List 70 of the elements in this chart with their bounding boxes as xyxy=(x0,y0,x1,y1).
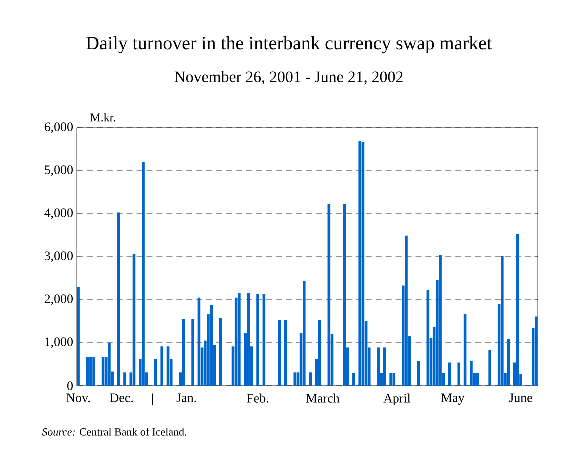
bar xyxy=(160,346,164,386)
bar xyxy=(426,290,430,386)
bar xyxy=(284,320,288,386)
bar xyxy=(516,234,520,386)
bar xyxy=(390,373,392,386)
bar xyxy=(262,294,266,386)
bar xyxy=(142,162,145,386)
x-tick-label: Dec. xyxy=(110,394,134,402)
y-tick-label: 0 xyxy=(68,382,73,390)
bar xyxy=(328,204,331,386)
x-tick-label: | xyxy=(152,394,154,406)
bar xyxy=(464,314,467,386)
chart-subtitle: November 26, 2001 - June 21, 2002 xyxy=(174,71,403,85)
bar xyxy=(192,319,194,386)
bar xyxy=(278,320,282,386)
bar xyxy=(256,294,260,386)
x-tick-label: Jan. xyxy=(176,394,196,402)
bar xyxy=(358,141,362,386)
x-tick-label: April xyxy=(384,394,411,406)
bar xyxy=(383,348,386,386)
bar xyxy=(247,294,250,386)
bar xyxy=(210,305,213,386)
text: Source: Central Bank of Iceland. xyxy=(42,428,187,436)
bar xyxy=(470,361,473,386)
bar xyxy=(92,357,96,386)
y-tick-label: 6,000 xyxy=(44,122,73,134)
bar xyxy=(343,204,346,386)
bar xyxy=(132,254,136,386)
x-tick-label: Feb. xyxy=(247,394,268,403)
bar xyxy=(318,320,322,386)
bar xyxy=(108,342,111,386)
bar xyxy=(418,361,420,386)
bar xyxy=(488,350,492,386)
bar xyxy=(117,212,120,386)
bar xyxy=(362,142,365,386)
bar xyxy=(238,294,241,386)
bar xyxy=(234,298,238,386)
bar xyxy=(124,372,126,386)
y-tick-label: 3,000 xyxy=(44,252,73,262)
bar xyxy=(219,318,222,386)
x-tick-label: June xyxy=(509,394,532,402)
bar xyxy=(309,372,312,386)
bar xyxy=(77,287,80,386)
bar xyxy=(501,256,504,386)
x-tick-label: Nov. xyxy=(66,394,90,402)
bar xyxy=(405,236,408,386)
bar xyxy=(198,298,201,386)
bar xyxy=(377,348,380,386)
y-tick-label: 5,000 xyxy=(45,166,73,176)
x-tick-label: March xyxy=(306,394,340,403)
x-tick-label: May xyxy=(441,394,465,406)
y-tick-label: 2,000 xyxy=(44,294,73,306)
bar xyxy=(392,373,396,386)
bar xyxy=(182,319,186,386)
y-tick-label: 1,000 xyxy=(45,338,73,348)
bar xyxy=(102,357,105,386)
bar xyxy=(352,373,356,386)
bar xyxy=(439,255,442,386)
bar xyxy=(535,316,538,386)
bar xyxy=(458,362,461,386)
y-tick-label: 4,000 xyxy=(44,208,73,220)
bar xyxy=(507,339,510,386)
bar xyxy=(166,346,170,386)
chart-title: Daily turnover in the interbank currency swap market xyxy=(86,36,492,54)
bar xyxy=(90,357,92,386)
bar xyxy=(303,281,306,386)
y-axis-title: M.kr. xyxy=(90,113,116,122)
bar xyxy=(86,357,90,386)
bar xyxy=(294,372,297,386)
bar xyxy=(154,359,158,386)
